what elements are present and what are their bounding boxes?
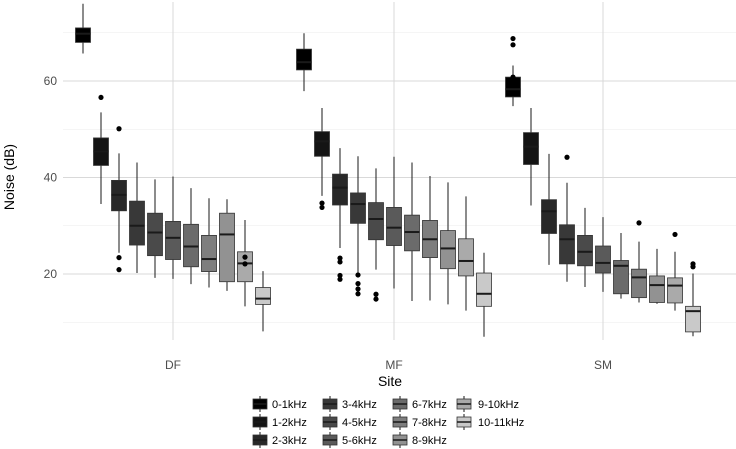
- box: [147, 212, 163, 257]
- outlier-point: [564, 154, 570, 160]
- legend-key-7-8kHz: [392, 414, 408, 430]
- series-9-10kHz: [237, 196, 683, 311]
- outlier-point: [242, 254, 248, 260]
- legend-key-4-5kHz: [322, 414, 338, 430]
- legend-key-2-3kHz: [252, 432, 268, 448]
- outlier-point: [355, 286, 361, 292]
- y-tick-label: 20: [44, 267, 58, 281]
- legend-key-8-9kHz: [392, 432, 408, 448]
- legend-key-9-10kHz: [456, 396, 472, 412]
- x-tick-label: DF: [165, 358, 181, 372]
- legend-label: 5-6kHz: [342, 435, 377, 447]
- box: [667, 277, 683, 304]
- legend-key-1-2kHz: [252, 414, 268, 430]
- outlier-point: [116, 254, 122, 261]
- legend-key-10-11kHz: [456, 414, 472, 430]
- box: [541, 199, 557, 234]
- legend-label: 0-1kHz: [272, 399, 307, 411]
- legend-label: 3-4kHz: [342, 399, 377, 411]
- legend-label: 2-3kHz: [272, 435, 307, 447]
- legend: 0-1kHz 1-2kHz 2-3kHz 3-4kHz 4-5kHz 5-6kHz 6-7k…: [252, 396, 524, 448]
- box: [350, 192, 366, 224]
- legend-label: 4-5kHz: [342, 417, 377, 429]
- box: [595, 245, 611, 274]
- legend-label: 10-11kHz: [478, 417, 524, 429]
- series-4-5kHz: [147, 168, 593, 302]
- x-tick-label: SM: [594, 358, 612, 372]
- box: [613, 260, 629, 295]
- box: [649, 275, 665, 303]
- outlier-point: [510, 42, 516, 48]
- outlier-point: [116, 267, 122, 273]
- outlier-point: [242, 261, 248, 267]
- outlier-point: [636, 220, 642, 226]
- x-axis: DF MF SM: [165, 358, 612, 372]
- y-axis-title: Noise (dB): [1, 144, 17, 210]
- series-5-6kHz: [165, 156, 611, 292]
- outlier-point: [116, 126, 122, 132]
- series-1-2kHz: [93, 94, 539, 211]
- box: [332, 173, 348, 206]
- box: [685, 305, 701, 333]
- box: [368, 202, 384, 241]
- legend-key-5-6kHz: [322, 432, 338, 448]
- outlier-point: [510, 35, 516, 42]
- outlier-point: [510, 74, 516, 80]
- legend-label: 1-2kHz: [272, 417, 307, 429]
- legend-key-0-1kHz: [252, 396, 268, 412]
- box: [559, 224, 575, 265]
- box: [129, 200, 145, 246]
- outlier-point: [319, 200, 325, 206]
- outlier-point: [337, 259, 343, 265]
- y-axis: 20 40 60: [44, 74, 58, 281]
- box: [577, 234, 593, 267]
- outlier-point: [337, 272, 343, 279]
- series-6-7kHz: [183, 162, 629, 302]
- legend-label: 7-8kHz: [412, 417, 447, 429]
- outlier-point: [98, 94, 104, 101]
- outlier-point: [355, 291, 361, 297]
- box: [201, 234, 217, 272]
- box: [386, 207, 402, 246]
- x-tick-label: MF: [385, 358, 402, 372]
- box: [296, 48, 312, 71]
- box: [255, 287, 271, 305]
- legend-key-3-4kHz: [322, 396, 338, 412]
- outlier-point: [672, 231, 678, 238]
- outlier-point: [373, 291, 379, 297]
- legend-label: 8-9kHz: [412, 435, 447, 447]
- legend-label: 6-7kHz: [412, 399, 447, 411]
- series-7-8kHz: [201, 176, 647, 303]
- box-series: [75, 3, 701, 337]
- box: [314, 131, 330, 157]
- outlier-point: [355, 281, 361, 287]
- outlier-point: [355, 272, 361, 278]
- box: [476, 272, 492, 307]
- box: [165, 221, 181, 260]
- outlier-point: [337, 255, 343, 261]
- outlier-point: [319, 204, 325, 211]
- y-tick-label: 40: [44, 171, 58, 185]
- box: [505, 76, 521, 98]
- y-tick-label: 60: [44, 74, 58, 88]
- x-axis-title: Site: [378, 373, 402, 389]
- outlier-point: [337, 276, 343, 282]
- legend-label: 9-10kHz: [478, 399, 519, 411]
- outlier-point: [373, 296, 379, 302]
- series-0-1kHz: [75, 3, 521, 107]
- box: [219, 212, 235, 283]
- box: [458, 238, 474, 277]
- outlier-point: [690, 261, 696, 267]
- box: [75, 27, 91, 43]
- box: [523, 132, 539, 165]
- series-3-4kHz: [129, 154, 575, 297]
- legend-key-6-7kHz: [392, 396, 408, 412]
- box: [440, 230, 456, 270]
- series-2-3kHz: [111, 126, 557, 282]
- box: [631, 268, 647, 299]
- series-8-9kHz: [219, 182, 665, 305]
- series-10-11kHz: [255, 252, 701, 337]
- box: [237, 251, 253, 283]
